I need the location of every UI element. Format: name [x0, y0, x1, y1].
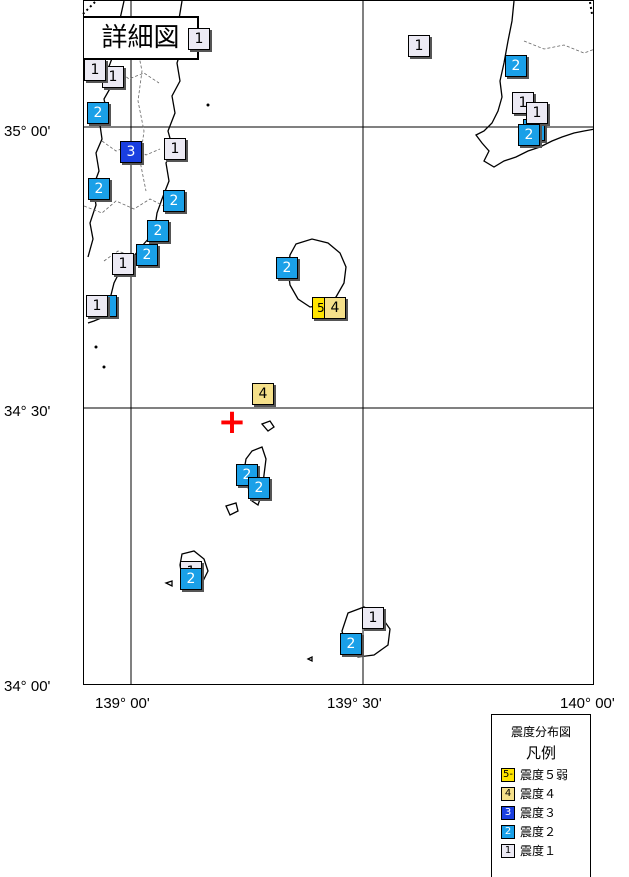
station-intensity-marker[interactable]: 1 — [86, 295, 108, 317]
station-intensity-marker[interactable]: 2 — [518, 124, 540, 146]
legend-label: 震度１ — [520, 844, 557, 858]
legend-subtitle: 凡例 — [525, 744, 556, 762]
station-intensity-marker[interactable]: 2 — [87, 102, 109, 124]
prefecture-border — [135, 40, 147, 192]
legend-label: 震度３ — [520, 806, 557, 820]
prefecture-border — [84, 198, 165, 214]
legend-label: 震度４ — [520, 787, 557, 801]
station-intensity-marker[interactable]: 2 — [88, 178, 110, 200]
station-intensity-marker[interactable]: 4 — [324, 297, 346, 319]
station-intensity-marker[interactable]: 1 — [362, 607, 384, 629]
legend-label: 震度２ — [520, 825, 557, 839]
prefecture-border — [101, 140, 161, 156]
station-intensity-marker[interactable]: 2 — [505, 55, 527, 77]
shikinejima-coastline — [225, 502, 239, 516]
station-intensity-marker[interactable]: 2 — [340, 633, 362, 655]
station-intensity-marker[interactable]: 1 — [408, 35, 430, 57]
station-intensity-marker[interactable]: 3 — [120, 141, 142, 163]
legend-swatch: 2 — [501, 825, 515, 839]
islet-coastline — [306, 655, 313, 663]
legend-label: 震度５弱 — [520, 768, 569, 782]
latitude-label-35-00: 35° 00' — [4, 123, 51, 140]
latitude-label-34-30: 34° 30' — [4, 403, 51, 420]
station-intensity-marker[interactable]: 2 — [276, 257, 298, 279]
longitude-label-139-30: 139° 30' — [327, 695, 382, 712]
longitude-label-140-00: 140° 00' — [560, 695, 615, 712]
islet-dot — [206, 103, 210, 107]
intensity-legend: 震度分布図 凡例 5- 震度５弱 4 震度４ 3 震度３ 2 震度２ 1 震度１ — [491, 714, 591, 877]
station-intensity-marker[interactable]: 2 — [180, 568, 202, 590]
detail-map-title: 詳細図 — [84, 16, 199, 60]
islet-dot — [94, 345, 98, 349]
islet-dot — [102, 365, 106, 369]
latitude-label-34-00: 34° 00' — [4, 678, 51, 695]
station-intensity-marker[interactable]: 2 — [136, 244, 158, 266]
epicenter-cross-icon: + — [218, 402, 247, 442]
longitude-label-139-00: 139° 00' — [95, 695, 150, 712]
station-intensity-marker[interactable]: 1 — [112, 253, 134, 275]
station-intensity-marker[interactable]: 4 — [252, 383, 274, 405]
legend-title: 震度分布図 — [510, 725, 571, 739]
legend-swatch: 4 — [501, 787, 515, 801]
station-intensity-marker[interactable]: 2 — [147, 220, 169, 242]
station-intensity-marker[interactable]: 1 — [164, 138, 186, 160]
boso-peninsula-coastline — [475, 1, 593, 168]
legend-swatch: 5- — [501, 768, 515, 782]
prefecture-border — [103, 250, 135, 262]
station-intensity-marker[interactable]: 1 — [188, 28, 210, 50]
legend-swatch: 3 — [501, 806, 515, 820]
station-intensity-marker[interactable]: 1 — [526, 102, 548, 124]
prefecture-border — [523, 40, 593, 54]
station-intensity-marker[interactable]: 1 — [84, 59, 106, 81]
legend-swatch: 1 — [501, 844, 515, 858]
station-intensity-marker[interactable]: 2 — [163, 190, 185, 212]
map-area[interactable]: + 詳細図 1112212121322221225-4422121211 — [83, 0, 594, 685]
islet-coastline — [164, 580, 173, 588]
station-intensity-marker[interactable]: 2 — [248, 477, 270, 499]
toshima-coastline — [260, 420, 275, 432]
